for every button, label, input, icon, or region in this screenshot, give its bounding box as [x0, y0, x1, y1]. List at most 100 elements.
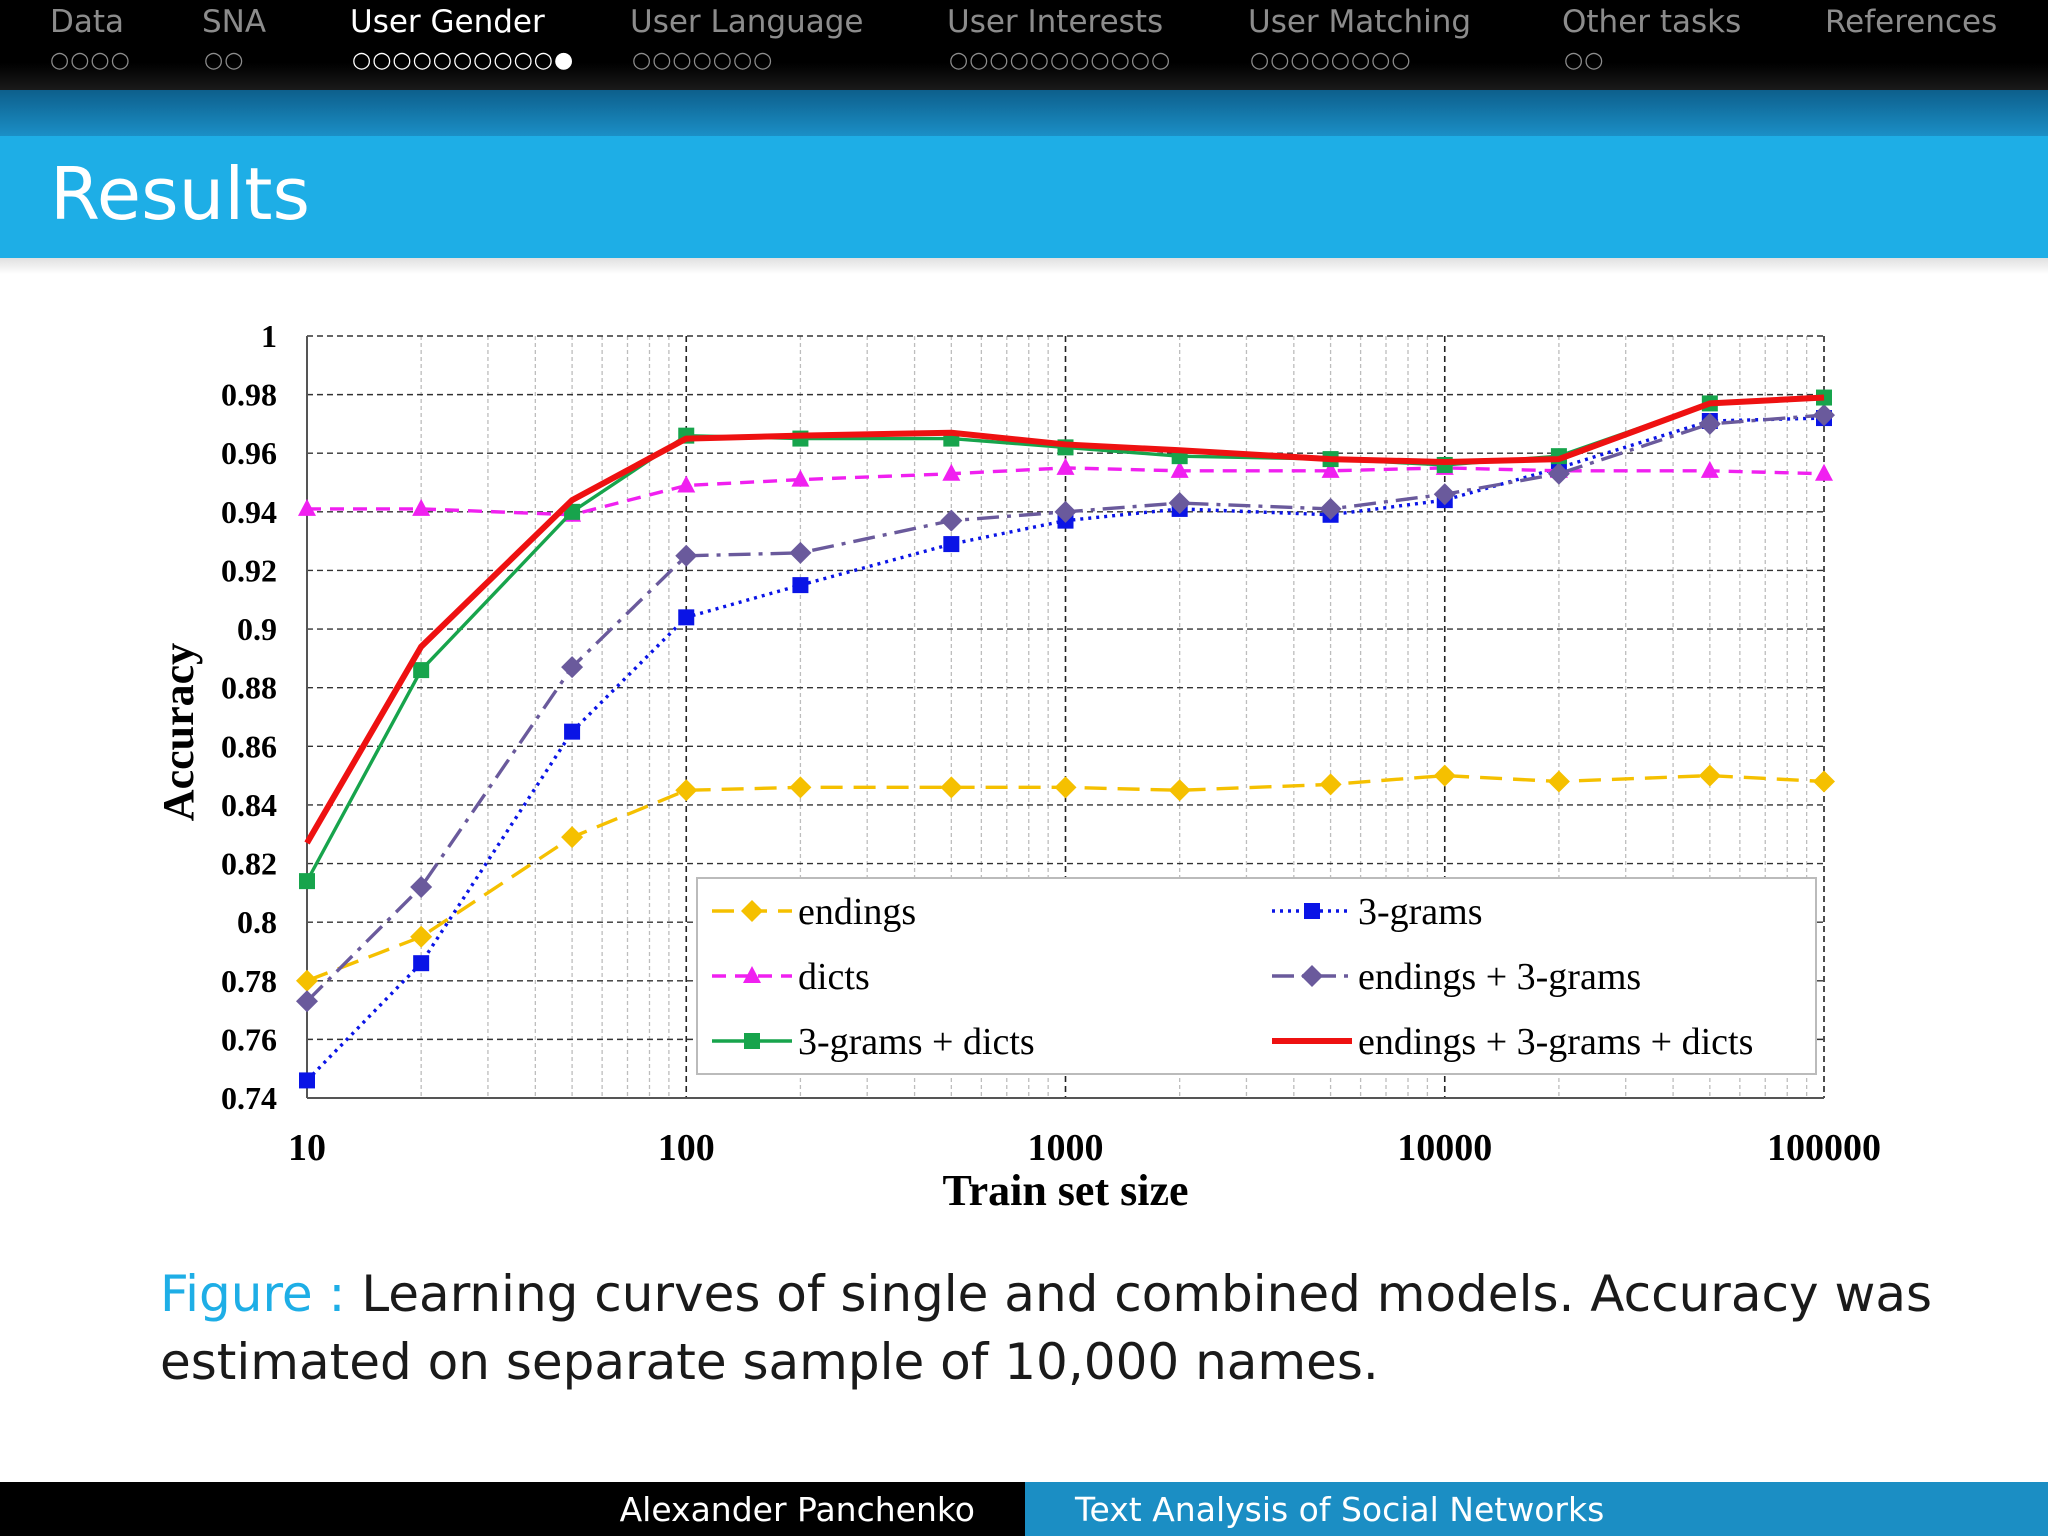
diamond-marker: [410, 875, 433, 898]
figure-caption: Figure : Learning curves of single and c…: [160, 1260, 1940, 1396]
diamond-marker: [1319, 773, 1342, 796]
y-axis-title: Accuracy: [154, 643, 203, 821]
y-tick-label: 0.92: [221, 552, 277, 588]
diamond-marker: [940, 776, 963, 799]
diamond-marker: [561, 826, 584, 849]
nav-section-user-gender[interactable]: User Gender: [350, 4, 545, 40]
diamond-marker: [561, 656, 584, 679]
title-band: [0, 136, 2048, 258]
footer-author: Alexander Panchenko: [619, 1490, 975, 1529]
y-tick-label: 0.96: [221, 435, 277, 471]
x-tick-label: 100: [658, 1127, 715, 1169]
y-tick-label: 0.94: [221, 494, 277, 530]
series-endings: [296, 764, 1835, 992]
figure-caption-text: Learning curves of single and combined m…: [160, 1265, 1933, 1391]
footer-author-panel: Alexander Panchenko: [0, 1482, 1025, 1536]
x-tick-label: 100000: [1767, 1127, 1881, 1169]
square-marker: [564, 723, 581, 740]
diamond-marker: [1319, 497, 1342, 520]
square-marker: [413, 955, 430, 972]
diamond-marker: [296, 969, 318, 992]
diamond-marker: [789, 776, 812, 799]
diamond-marker: [1054, 500, 1077, 523]
y-tick-label: 0.98: [221, 377, 277, 413]
diamond-marker: [1301, 965, 1323, 987]
diamond-marker: [1813, 770, 1835, 793]
y-tick-label: 1: [261, 318, 277, 354]
diamond-marker: [940, 509, 963, 532]
nav-subsection-dots[interactable]: ○○○○: [50, 48, 131, 73]
nav-subsection-dots[interactable]: ○○: [204, 48, 245, 73]
legend-entry-label: endings + 3-grams: [1358, 956, 1641, 998]
diamond-marker: [741, 900, 763, 922]
y-tick-label: 0.84: [221, 787, 277, 823]
triangle-marker: [942, 463, 961, 481]
y-tick-label: 0.86: [221, 728, 277, 764]
diamond-marker: [1433, 483, 1456, 506]
nav-section-other-tasks[interactable]: Other tasks: [1562, 4, 1742, 40]
y-tick-label: 0.9: [237, 611, 277, 647]
diamond-marker: [1698, 764, 1721, 787]
square-marker: [299, 873, 315, 890]
triangle-marker: [743, 966, 761, 983]
nav-subsection-dots[interactable]: ○○○○○○○○○○○: [949, 48, 1172, 73]
triangle-marker: [1815, 463, 1833, 481]
diamond-marker: [675, 779, 698, 802]
legend-entry-label: 3-grams + dicts: [798, 1021, 1035, 1063]
y-tick-label: 0.8: [237, 904, 277, 940]
nav-subsection-dots[interactable]: ○○○○○○○○: [1250, 48, 1412, 73]
diamond-marker: [1168, 492, 1191, 515]
triangle-marker: [677, 475, 696, 493]
legend-entry-label: endings + 3-grams + dicts: [1358, 1021, 1753, 1063]
square-marker: [413, 662, 430, 679]
header-band: [0, 90, 2048, 136]
section-navigation-bar: Data ○○○○ SNA ○○ User Gender ○○○○○○○○○○● User …: [0, 0, 2048, 90]
triangle-marker: [791, 469, 810, 487]
nav-subsection-dots[interactable]: ○○○○○○○○○○●: [352, 48, 575, 73]
y-tick-label: 0.78: [221, 963, 277, 999]
diamond-marker: [296, 990, 318, 1013]
diamond-marker: [1054, 776, 1077, 799]
slide-title: Results: [50, 152, 310, 236]
nav-section-data[interactable]: Data: [50, 4, 125, 40]
footer-talk-panel: Text Analysis of Social Networks: [1025, 1482, 2048, 1536]
triangle-marker: [412, 498, 431, 516]
triangle-marker: [1700, 460, 1719, 478]
chart-legend: endings 3-grams dicts endings + 3-grams 3-gr…: [696, 877, 1817, 1075]
square-marker: [744, 1033, 760, 1049]
nav-subsection-dots[interactable]: ○○○○○○○: [632, 48, 774, 73]
y-tick-label: 0.76: [221, 1021, 277, 1057]
square-marker: [299, 1072, 315, 1089]
diamond-marker: [789, 541, 812, 564]
diamond-marker: [1698, 412, 1721, 435]
nav-subsection-dots[interactable]: ○○: [1564, 48, 1605, 73]
nav-section-user-language[interactable]: User Language: [630, 4, 864, 40]
series-endings-3-grams: [296, 404, 1835, 1013]
diamond-marker: [1547, 462, 1570, 485]
y-tick-label: 0.74: [221, 1080, 277, 1116]
triangle-marker: [298, 498, 316, 516]
legend-box: [696, 877, 1817, 1075]
figure-caption-label: Figure :: [160, 1265, 346, 1323]
triangle-marker: [1170, 460, 1189, 478]
x-tick-label: 10: [288, 1127, 326, 1169]
diamond-marker: [1433, 764, 1456, 787]
nav-section-user-interests[interactable]: User Interests: [947, 4, 1164, 40]
diamond-marker: [1813, 404, 1835, 427]
y-tick-label: 0.88: [221, 670, 277, 706]
x-axis-title: Train set size: [942, 1166, 1188, 1215]
square-marker: [678, 609, 695, 626]
x-tick-label: 1000: [1028, 1127, 1104, 1169]
nav-section-user-matching[interactable]: User Matching: [1248, 4, 1472, 40]
nav-section-references[interactable]: References: [1825, 4, 1998, 40]
y-tick-label: 0.82: [221, 846, 277, 882]
legend-entry-label: 3-grams: [1358, 891, 1483, 933]
legend-entry-label: dicts: [798, 956, 870, 998]
square-marker: [1304, 903, 1320, 919]
diamond-marker: [675, 544, 698, 567]
nav-section-sna[interactable]: SNA: [202, 4, 267, 40]
square-marker: [792, 577, 809, 594]
series-endings-3-grams-dicts: [304, 394, 1825, 845]
legend-entry-label: endings: [798, 891, 916, 933]
learning-curves-chart: 0.74 0.76 0.78 0.8 0.82 0.84 0.86 0.88 0.9 0.92 0.…: [154, 318, 1881, 1215]
